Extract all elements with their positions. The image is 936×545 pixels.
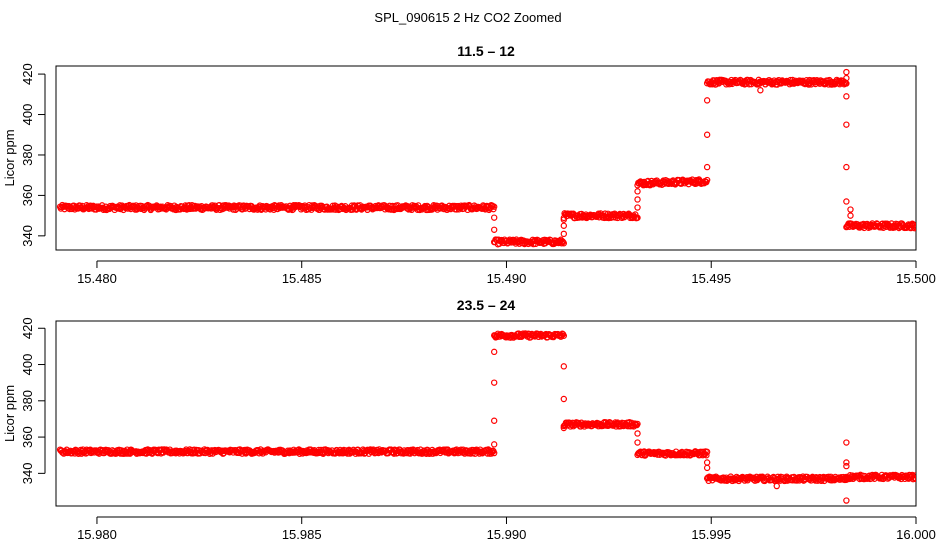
x-tick-label: 15.500 bbox=[896, 271, 936, 286]
data-series bbox=[56, 68, 916, 248]
x-tick-label: 15.485 bbox=[282, 271, 322, 286]
data-point bbox=[912, 223, 916, 231]
y-tick-label: 360 bbox=[20, 426, 35, 448]
transition-point bbox=[703, 131, 711, 138]
transition-point bbox=[703, 464, 711, 472]
data-point bbox=[565, 210, 573, 217]
transition-point bbox=[634, 430, 641, 437]
y-tick-label: 400 bbox=[20, 354, 35, 376]
plot-frame bbox=[55, 320, 917, 507]
transition-point bbox=[490, 226, 498, 233]
y-axis-label: Licor ppm bbox=[2, 385, 17, 442]
y-tick-label: 380 bbox=[20, 390, 35, 412]
transition-point bbox=[757, 87, 764, 94]
data-point bbox=[703, 452, 710, 459]
transition-point bbox=[847, 206, 854, 213]
transition-point bbox=[843, 93, 850, 100]
chart-panel-top: 11.5 – 12 15.480 15.485 15.490 15.495 15.500 3… bbox=[2, 43, 936, 286]
panel-title: 11.5 – 12 bbox=[457, 43, 515, 59]
transition-point bbox=[490, 379, 498, 386]
y-tick-label: 420 bbox=[20, 63, 35, 85]
data-point bbox=[703, 176, 711, 184]
transition-point bbox=[490, 348, 498, 356]
transition-point bbox=[843, 439, 850, 446]
figure-title: SPL_090615 2 Hz CO2 Zoomed bbox=[374, 10, 561, 25]
transition-point bbox=[843, 462, 850, 470]
transition-point bbox=[843, 74, 850, 82]
transition-point bbox=[843, 497, 850, 504]
transition-point bbox=[490, 417, 498, 424]
data-point bbox=[634, 214, 641, 221]
transition-point bbox=[490, 214, 498, 221]
y-tick-label: 420 bbox=[20, 317, 35, 339]
transition-point bbox=[560, 216, 568, 223]
transition-point bbox=[560, 395, 568, 403]
transition-point bbox=[703, 459, 711, 466]
data-point bbox=[490, 203, 498, 210]
data-point bbox=[490, 449, 498, 457]
data-point bbox=[912, 222, 916, 230]
transition-point bbox=[773, 482, 780, 490]
transition-point bbox=[703, 163, 711, 171]
data-point bbox=[805, 81, 813, 88]
x-tick-label: 15.495 bbox=[691, 271, 731, 286]
transition-point bbox=[843, 198, 850, 205]
y-tick-label: 400 bbox=[20, 104, 35, 126]
transition-point bbox=[634, 204, 641, 211]
y-tick-label: 380 bbox=[20, 144, 35, 166]
plot-frame bbox=[55, 65, 917, 251]
transition-point bbox=[560, 230, 568, 238]
transition-point bbox=[560, 222, 568, 229]
data-point bbox=[560, 240, 568, 247]
y-axis-label: Licor ppm bbox=[2, 129, 17, 186]
data-point bbox=[912, 475, 916, 483]
x-tick-label: 16.000 bbox=[896, 527, 936, 540]
data-point bbox=[703, 448, 711, 456]
transition-point bbox=[843, 68, 850, 76]
transition-point bbox=[490, 441, 498, 448]
transition-point bbox=[843, 121, 850, 128]
transition-point bbox=[634, 439, 641, 446]
data-point bbox=[911, 224, 916, 232]
panel-title: 23.5 – 24 bbox=[457, 297, 516, 313]
transition-point bbox=[843, 459, 850, 466]
data-point bbox=[366, 446, 373, 454]
x-tick-label: 15.480 bbox=[77, 271, 117, 286]
x-tick-label: 15.490 bbox=[487, 271, 527, 286]
transition-point bbox=[843, 163, 850, 171]
chart-panel-bottom: 23.5 – 24 15.980 15.985 15.990 15.995 16.000 3… bbox=[2, 297, 936, 542]
x-tick-label: 15.995 bbox=[691, 527, 731, 540]
transition-point bbox=[634, 188, 641, 195]
transition-point bbox=[634, 196, 641, 203]
y-tick-label: 360 bbox=[20, 185, 35, 207]
data-point bbox=[634, 420, 641, 428]
x-tick-label: 15.990 bbox=[487, 527, 527, 540]
transition-point bbox=[847, 212, 854, 219]
y-tick-label: 340 bbox=[20, 225, 35, 247]
data-point bbox=[912, 472, 916, 479]
x-tick-label: 15.985 bbox=[282, 527, 322, 540]
transition-point bbox=[560, 424, 568, 432]
transition-point bbox=[703, 97, 711, 104]
y-tick-label: 340 bbox=[20, 463, 35, 485]
transition-point bbox=[560, 363, 568, 370]
data-point bbox=[560, 332, 568, 339]
data-series bbox=[56, 330, 916, 504]
data-point bbox=[632, 420, 639, 427]
x-tick-label: 15.980 bbox=[77, 527, 117, 540]
